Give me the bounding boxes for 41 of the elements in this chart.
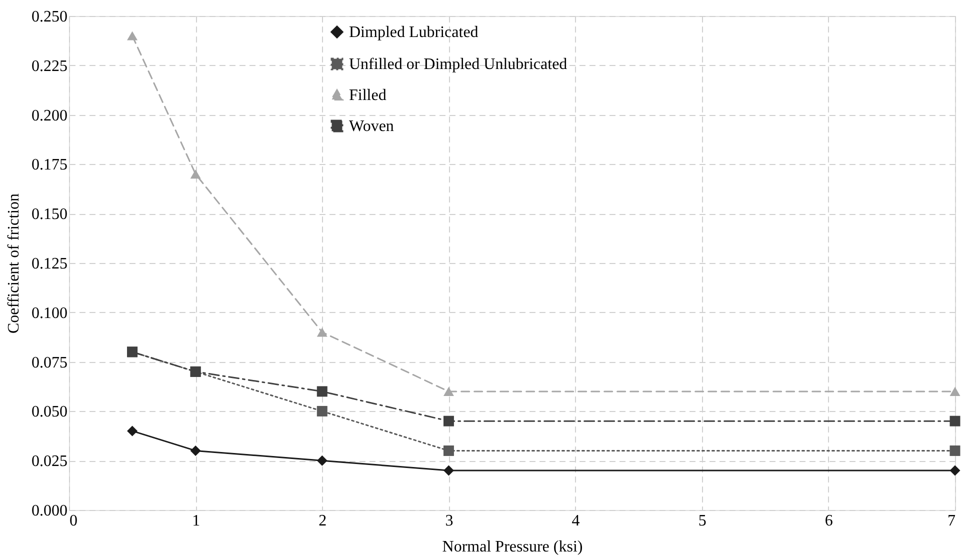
point xyxy=(950,465,960,476)
point xyxy=(443,465,454,476)
y-tick-label: 0.225 xyxy=(32,58,68,75)
point xyxy=(316,386,328,397)
y-tick-label: 0.150 xyxy=(32,206,68,224)
point xyxy=(443,416,454,426)
legend-label: Dimpled Lubricated xyxy=(349,24,478,41)
point xyxy=(316,455,328,466)
x-tick-label: 3 xyxy=(445,512,454,530)
point xyxy=(316,328,328,337)
x-axis-title: Normal Pressure (ksi) xyxy=(442,538,583,556)
x-tick-label: 6 xyxy=(824,512,833,530)
y-tick-label: 0.050 xyxy=(32,404,68,421)
point xyxy=(127,31,138,40)
legend-label: Filled xyxy=(349,87,386,104)
point xyxy=(190,445,201,456)
y-tick-label: 0.125 xyxy=(32,256,68,272)
x-tick-label: 1 xyxy=(192,512,200,530)
x-tick-label: 0 xyxy=(70,512,78,530)
point xyxy=(950,416,960,426)
y-axis-title: Coefficient of friction xyxy=(6,193,22,334)
y-tick-label: 0.200 xyxy=(32,107,68,124)
point xyxy=(316,406,328,416)
legend-label: Unfilled or Dimpled Unlubricated xyxy=(349,56,568,73)
point xyxy=(950,445,960,456)
point xyxy=(443,445,454,456)
y-tick-label: 0.000 xyxy=(32,502,68,520)
point xyxy=(443,386,454,396)
x-tick-label: 5 xyxy=(698,512,706,530)
y-tick-label: 0.075 xyxy=(32,354,68,372)
y-tick-label: 0.175 xyxy=(32,156,68,174)
point xyxy=(127,426,138,436)
y-tick-label: 0.025 xyxy=(32,453,68,470)
point xyxy=(950,386,960,396)
y-tick-label: 0.100 xyxy=(32,304,68,322)
y-tick-label: 0.250 xyxy=(32,8,68,26)
x-tick-label: 2 xyxy=(318,512,327,530)
legend-label: Woven xyxy=(349,118,394,135)
point xyxy=(190,170,201,179)
x-tick-label: 7 xyxy=(948,512,956,530)
x-tick-label: 4 xyxy=(572,512,580,530)
